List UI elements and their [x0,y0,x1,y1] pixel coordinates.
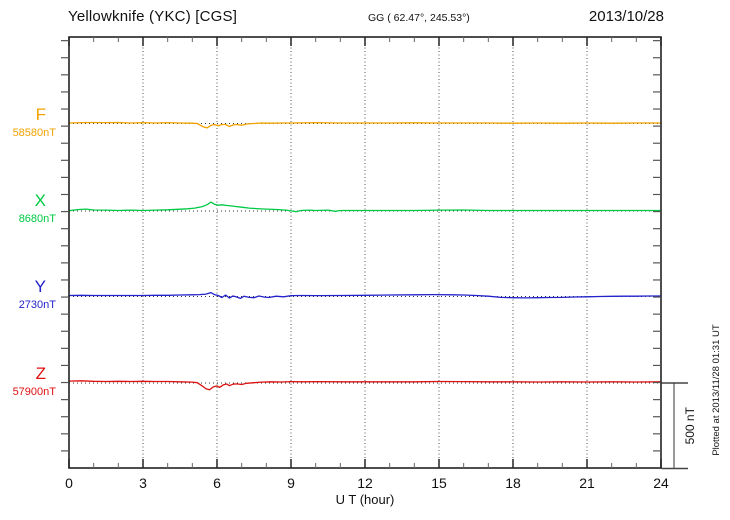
x-tick-label-3: 3 [139,475,147,491]
plotted-at-note: Plotted at 2013/11/28 01:31 UT [711,324,722,456]
component-baseline-Y: 2730nT [18,299,56,311]
x-axis-title: U T (hour) [335,492,395,507]
x-tick-label-21: 21 [579,475,595,491]
trace-Y [68,291,662,300]
scale-bar-label: 500 nT [683,406,697,444]
x-tick-label-24: 24 [653,475,669,491]
component-label-Y: Y 2730nT [0,278,56,311]
x-tick-label-6: 6 [213,475,221,491]
component-letter-Y: Y [34,277,46,296]
x-tick-label-15: 15 [431,475,447,491]
component-letter-X: X [34,191,46,210]
x-tick-label-12: 12 [357,475,373,491]
trace-Z [68,380,662,391]
trace-X [68,201,662,213]
x-tick-label-0: 0 [65,475,73,491]
component-label-Z: Z 57900nT [0,365,56,398]
component-letter-Z: Z [35,364,46,383]
component-baseline-X: 8680nT [18,213,56,225]
component-letter-F: F [35,105,46,124]
plot-frame [68,36,662,469]
station-title: Yellowknife (YKC) [CGS] [68,8,238,25]
component-baseline-F: 58580nT [12,127,56,139]
x-tick-label-9: 9 [287,475,295,491]
trace-F [68,121,662,129]
x-tick-label-18: 18 [505,475,521,491]
component-label-F: F 58580nT [0,106,56,139]
geographic-coordinates: GG ( 62.47°, 245.53°) [368,12,470,24]
component-label-X: X 8680nT [0,192,56,225]
component-baseline-Z: 57900nT [12,386,56,398]
observation-date: 2013/10/28 [588,8,664,25]
